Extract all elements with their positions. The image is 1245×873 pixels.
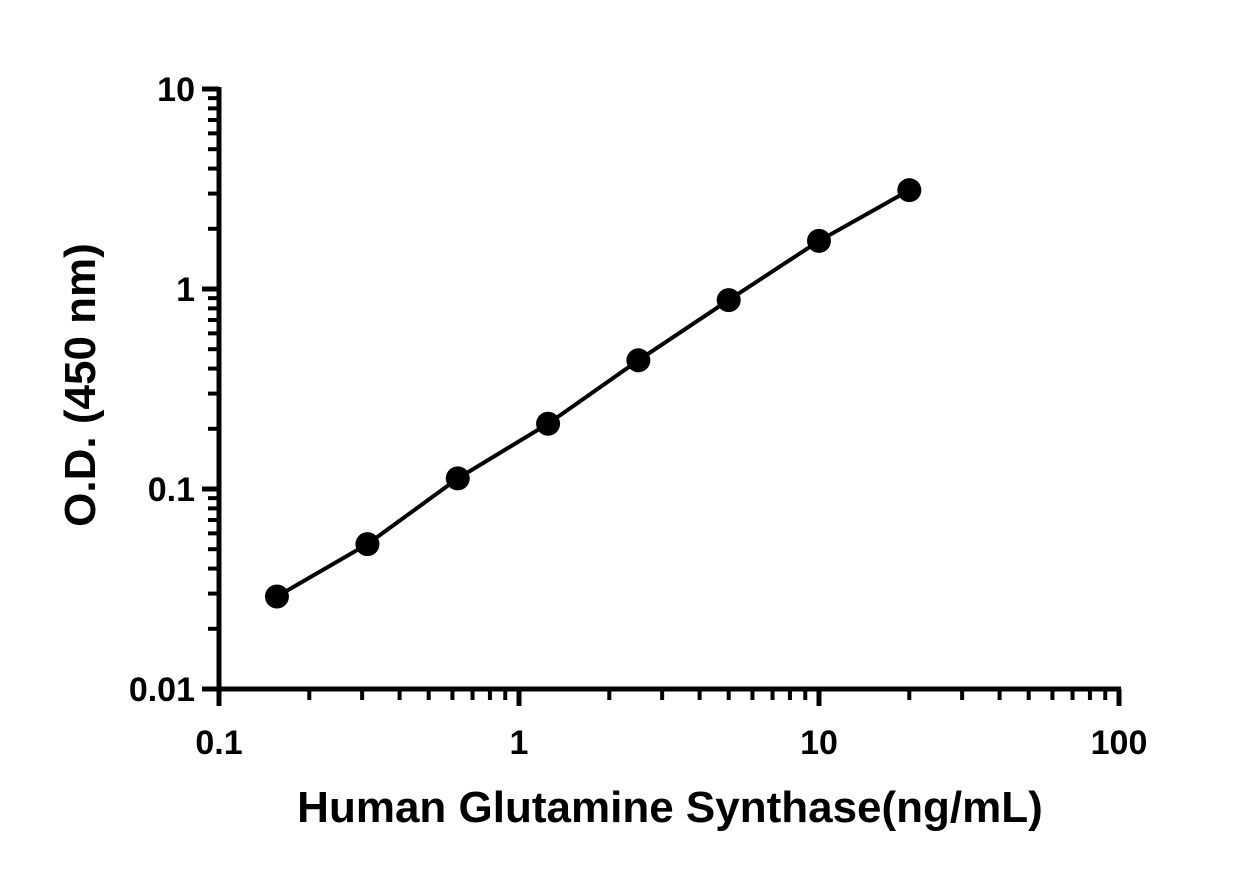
x-axis-title: Human Glutamine Synthase(ng/mL) bbox=[297, 783, 1043, 832]
data-point bbox=[536, 411, 561, 436]
minor-ticks bbox=[208, 96, 1108, 700]
x-tick-label: 10 bbox=[800, 724, 838, 762]
data-point bbox=[897, 178, 922, 203]
y-tick-label: 0.1 bbox=[148, 471, 195, 509]
y-tick-label: 0.01 bbox=[129, 671, 195, 709]
y-tick-label: 1 bbox=[176, 271, 195, 309]
data-point bbox=[716, 288, 741, 313]
data-point bbox=[355, 532, 380, 557]
data-points bbox=[264, 178, 922, 609]
x-tick-labels: 0.1 1 10 100 bbox=[195, 724, 1147, 762]
data-point bbox=[626, 348, 651, 373]
fit-line bbox=[275, 188, 911, 599]
data-point bbox=[264, 584, 289, 609]
x-tick-label: 1 bbox=[510, 724, 529, 762]
data-point bbox=[445, 466, 470, 491]
y-tick-labels: 0.01 0.1 1 10 bbox=[129, 71, 195, 709]
major-ticks bbox=[202, 86, 1122, 706]
y-tick-label: 10 bbox=[157, 71, 195, 109]
data-point bbox=[807, 228, 831, 253]
x-tick-label: 100 bbox=[1091, 724, 1148, 762]
y-axis-title: O.D. (450 nm) bbox=[56, 243, 105, 527]
x-tick-label: 0.1 bbox=[195, 724, 242, 762]
